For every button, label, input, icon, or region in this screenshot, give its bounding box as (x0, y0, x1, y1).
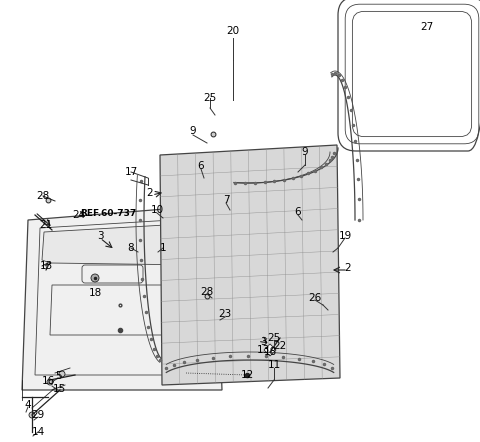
Polygon shape (22, 205, 222, 390)
Text: 26: 26 (308, 293, 322, 303)
Text: 17: 17 (124, 167, 138, 177)
Text: 19: 19 (338, 231, 352, 241)
Text: 22: 22 (274, 341, 287, 351)
Text: 24: 24 (72, 210, 85, 220)
Text: 29: 29 (31, 410, 45, 420)
Text: 28: 28 (36, 191, 49, 201)
Text: 2: 2 (345, 263, 351, 273)
Text: 5: 5 (55, 371, 61, 381)
Text: 20: 20 (227, 26, 240, 36)
Text: 23: 23 (218, 309, 232, 319)
Text: 10: 10 (150, 205, 164, 215)
Text: 1: 1 (160, 243, 166, 253)
Text: 18: 18 (264, 347, 276, 357)
Text: 8: 8 (128, 243, 134, 253)
Text: 27: 27 (420, 22, 433, 32)
Text: 6: 6 (198, 161, 204, 171)
Text: 13: 13 (39, 261, 53, 271)
Text: 21: 21 (39, 220, 53, 230)
Text: 7: 7 (223, 195, 229, 205)
Text: 15: 15 (52, 384, 66, 394)
Text: 3: 3 (96, 231, 103, 241)
Circle shape (29, 412, 35, 418)
Polygon shape (264, 344, 276, 356)
Circle shape (91, 274, 99, 282)
Text: 14: 14 (31, 427, 45, 437)
Text: 6: 6 (295, 207, 301, 217)
Polygon shape (42, 223, 202, 265)
Polygon shape (160, 145, 340, 385)
Text: 25: 25 (267, 333, 281, 343)
Text: 9: 9 (190, 126, 196, 136)
Text: 4: 4 (24, 400, 31, 410)
Circle shape (47, 379, 53, 385)
Text: 13: 13 (256, 345, 270, 355)
Text: 2: 2 (147, 188, 153, 198)
Text: 25: 25 (204, 93, 216, 103)
Text: 11: 11 (267, 360, 281, 370)
Circle shape (59, 371, 65, 377)
Text: 18: 18 (88, 288, 102, 298)
Text: 9: 9 (302, 147, 308, 157)
Text: 16: 16 (41, 376, 55, 386)
Text: 12: 12 (240, 370, 253, 380)
Text: REF.60-737: REF.60-737 (80, 210, 136, 218)
Text: 3: 3 (260, 337, 266, 347)
Text: 28: 28 (200, 287, 214, 297)
